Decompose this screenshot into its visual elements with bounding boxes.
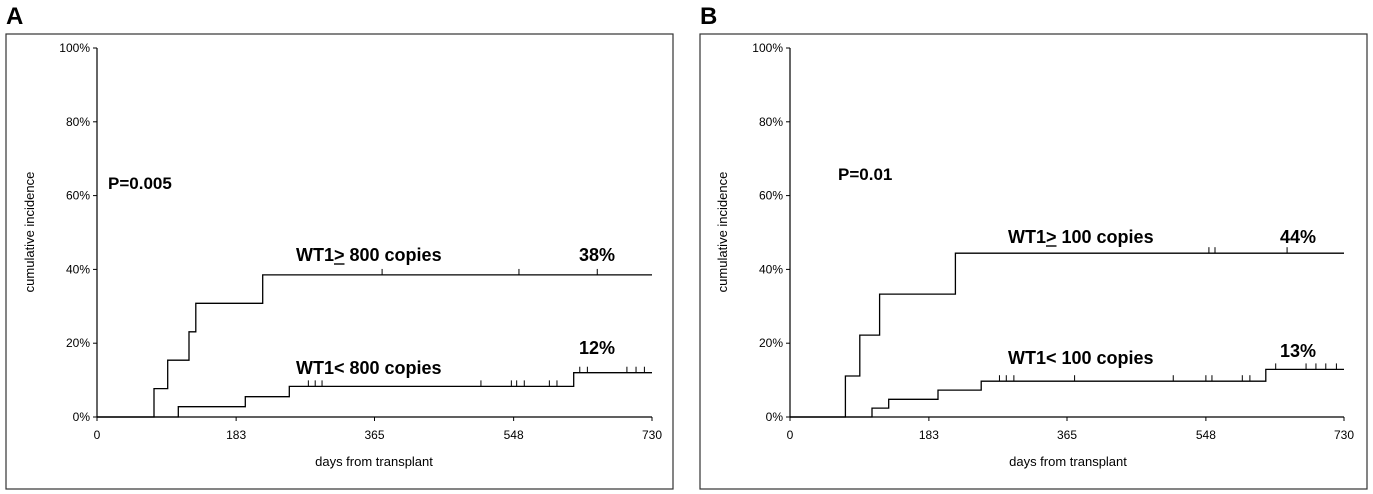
y-tick-label: 20% bbox=[66, 336, 90, 350]
series-label-high: WT1> 800 copies bbox=[296, 245, 442, 265]
x-tick-label: 183 bbox=[919, 428, 939, 442]
x-tick-label: 365 bbox=[364, 428, 384, 442]
series-line-high bbox=[790, 252, 1344, 418]
x-tick-label: 730 bbox=[642, 428, 662, 442]
y-tick-label: 100% bbox=[752, 41, 783, 55]
y-tick-label: 0% bbox=[766, 410, 784, 424]
p-value-label: P=0.01 bbox=[838, 165, 892, 184]
series-line-high bbox=[97, 274, 652, 418]
ge-symbol: > bbox=[1046, 227, 1057, 247]
panel-frame bbox=[699, 33, 1368, 490]
series-line-low bbox=[790, 368, 1344, 418]
panel-frame bbox=[5, 33, 674, 490]
y-tick-label: 40% bbox=[759, 262, 783, 276]
y-tick-label: 60% bbox=[759, 189, 783, 203]
y-tick-label: 40% bbox=[66, 262, 90, 276]
series-label-low: WT1< 100 copies bbox=[1008, 348, 1154, 368]
x-axis-title: days from transplant bbox=[1009, 454, 1127, 469]
final-percent-high: 44% bbox=[1280, 227, 1316, 247]
series-label-low: WT1< 800 copies bbox=[296, 358, 442, 378]
panel-letter: A bbox=[6, 3, 23, 30]
y-axis-title: cumulative incidence bbox=[22, 172, 37, 293]
final-percent-low: 12% bbox=[579, 338, 615, 358]
p-value-label: P=0.005 bbox=[108, 174, 172, 193]
panel-letter: B bbox=[700, 3, 717, 30]
ge-symbol: > bbox=[334, 245, 345, 265]
y-axis-title: cumulative incidence bbox=[715, 172, 730, 293]
x-tick-label: 0 bbox=[787, 428, 794, 442]
x-axis-title: days from transplant bbox=[315, 454, 433, 469]
y-tick-label: 0% bbox=[73, 410, 91, 424]
final-percent-high: 38% bbox=[579, 245, 615, 265]
x-tick-label: 548 bbox=[504, 428, 524, 442]
x-tick-label: 365 bbox=[1057, 428, 1077, 442]
y-tick-label: 60% bbox=[66, 189, 90, 203]
series-line-low bbox=[97, 372, 652, 418]
y-tick-label: 100% bbox=[59, 41, 90, 55]
x-tick-label: 730 bbox=[1334, 428, 1354, 442]
y-tick-label: 80% bbox=[66, 115, 90, 129]
y-tick-label: 80% bbox=[759, 115, 783, 129]
y-tick-label: 20% bbox=[759, 336, 783, 350]
panel-a: A 0% 20% 40% 60% 80% 100% 0 183 365 548 730 days fro… bbox=[5, 3, 674, 490]
x-tick-label: 548 bbox=[1196, 428, 1216, 442]
x-tick-label: 0 bbox=[94, 428, 101, 442]
series-label-high: WT1> 100 copies bbox=[1008, 227, 1154, 247]
final-percent-low: 13% bbox=[1280, 341, 1316, 361]
x-tick-label: 183 bbox=[226, 428, 246, 442]
panel-b: B 0% 20% 40% 60% 80% 100% 0 183 365 548 730 days fro… bbox=[699, 3, 1368, 490]
